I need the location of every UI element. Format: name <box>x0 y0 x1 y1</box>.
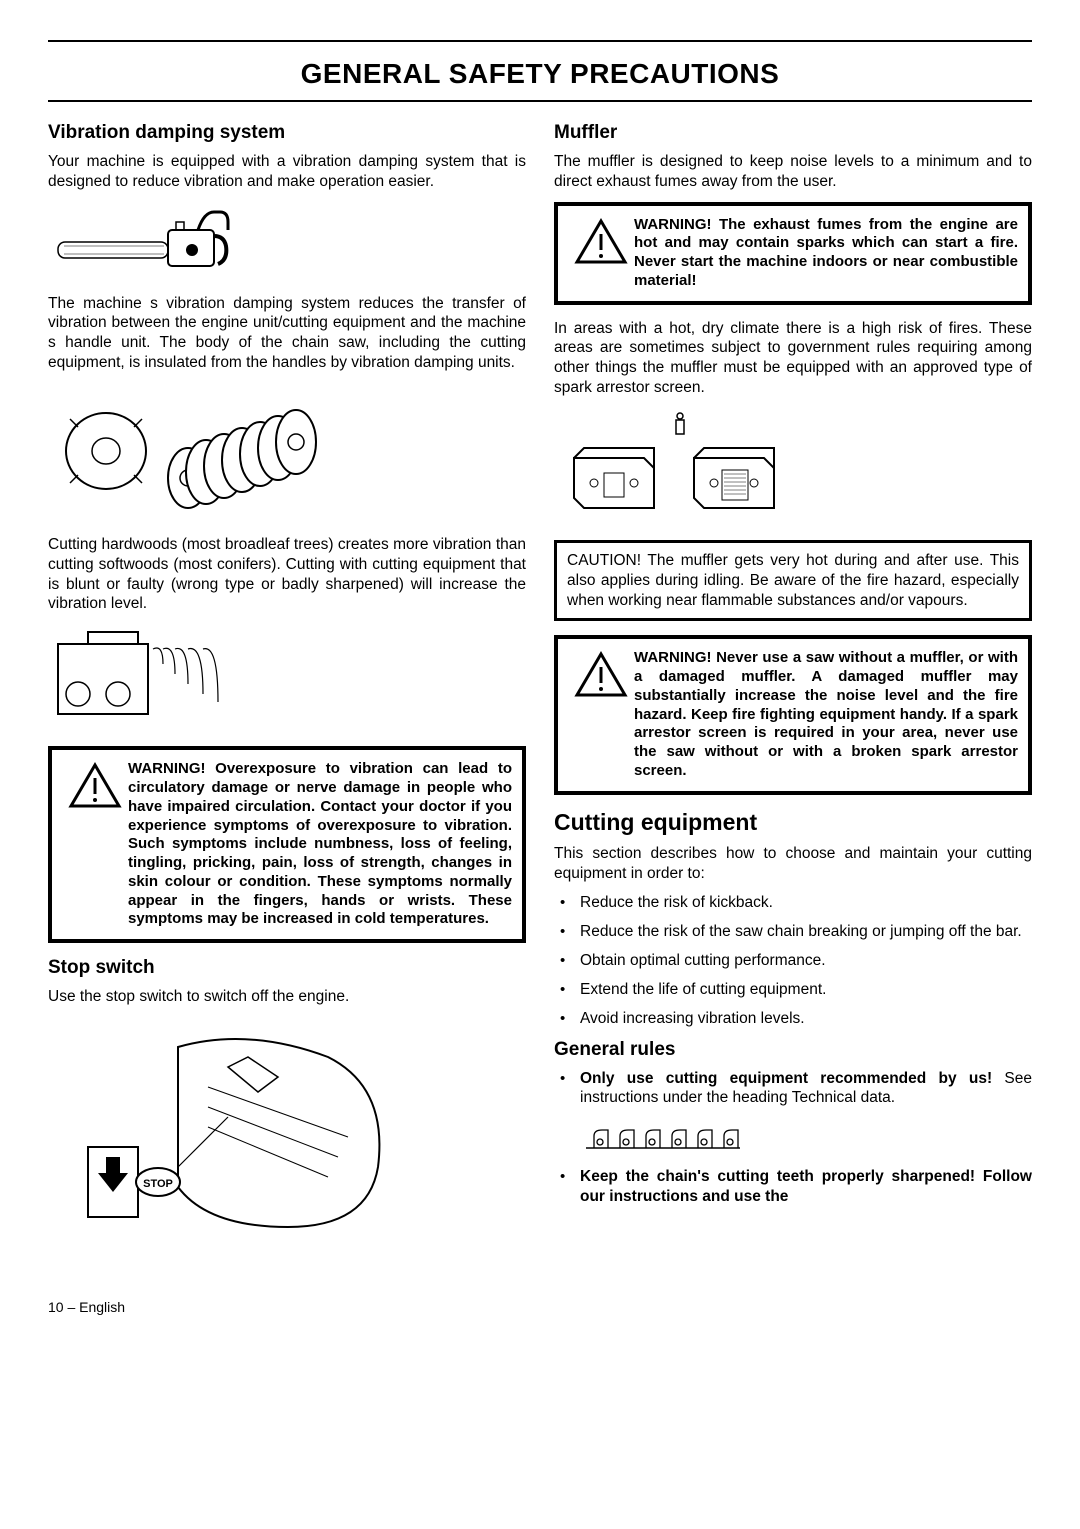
muffler-caution-text: CAUTION! The muffler gets very hot durin… <box>567 552 1019 609</box>
list-item: Reduce the risk of kickback. <box>554 893 1032 913</box>
list-item: Extend the life of cutting equipment. <box>554 980 1032 1000</box>
muffler-warning2-box: WARNING! Never use a saw without a muffl… <box>554 635 1032 794</box>
page-footer: 10 – English <box>48 1299 1032 1315</box>
rules-bullet-list: Only use cutting equipment recommended b… <box>554 1069 1032 1207</box>
two-column-layout: Vibration damping system Your machine is… <box>48 116 1032 1259</box>
list-item: Obtain optimal cutting performance. <box>554 951 1032 971</box>
page-title: GENERAL SAFETY PRECAUTIONS <box>48 50 1032 96</box>
left-column: Vibration damping system Your machine is… <box>48 116 526 1259</box>
list-item: Only use cutting equipment recommended b… <box>554 1069 1032 1159</box>
rule1-bold: Only use cutting equipment recommended b… <box>580 1070 992 1087</box>
warning-triangle-icon <box>568 649 634 699</box>
vibration-p3: Cutting hardwoods (most broadleaf trees)… <box>48 535 526 614</box>
rules-heading: General rules <box>554 1039 1032 1061</box>
list-item: Reduce the risk of the saw chain breakin… <box>554 922 1032 942</box>
chain-detail-illustration <box>48 624 526 734</box>
cutting-p1: This section describes how to choose and… <box>554 844 1032 884</box>
vibration-warning-box: WARNING! Overexposure to vibration can l… <box>48 746 526 943</box>
cutting-heading: Cutting equipment <box>554 809 1032 836</box>
rule-top <box>48 40 1032 42</box>
stop-switch-illustration: STOP <box>48 1017 526 1247</box>
vibration-p1: Your machine is equipped with a vibratio… <box>48 152 526 192</box>
rule2-bold: Keep the chain's cutting teeth properly … <box>580 1168 1032 1205</box>
cutting-bullet-list: Reduce the risk of kickback. Reduce the … <box>554 893 1032 1028</box>
muffler-p1: The muffler is designed to keep noise le… <box>554 152 1032 192</box>
muffler-warning2-text: WARNING! Never use a saw without a muffl… <box>634 649 1018 780</box>
chain-links-illustration <box>580 1118 1032 1158</box>
list-item: Keep the chain's cutting teeth properly … <box>554 1167 1032 1207</box>
vibration-p2: The machine s vibration damping system r… <box>48 294 526 373</box>
vibration-warning-text: WARNING! Overexposure to vibration can l… <box>128 760 512 929</box>
damping-spring-illustration <box>48 383 526 523</box>
muffler-warning1-box: WARNING! The exhaust fumes from the engi… <box>554 202 1032 305</box>
warning-triangle-icon <box>62 760 128 810</box>
svg-text:STOP: STOP <box>143 1178 173 1190</box>
warning-triangle-icon <box>568 216 634 266</box>
right-column: Muffler The muffler is designed to keep … <box>554 116 1032 1259</box>
muffler-p2: In areas with a hot, dry climate there i… <box>554 319 1032 398</box>
vibration-heading: Vibration damping system <box>48 122 526 144</box>
stop-heading: Stop switch <box>48 957 526 979</box>
muffler-illustration <box>554 408 1032 528</box>
rule-bottom <box>48 100 1032 102</box>
muffler-warning1-text: WARNING! The exhaust fumes from the engi… <box>634 216 1018 291</box>
chainsaw-illustration <box>48 202 526 282</box>
stop-p1: Use the stop switch to switch off the en… <box>48 987 526 1007</box>
muffler-heading: Muffler <box>554 122 1032 144</box>
list-item: Avoid increasing vibration levels. <box>554 1009 1032 1029</box>
muffler-caution-box: CAUTION! The muffler gets very hot durin… <box>554 540 1032 621</box>
